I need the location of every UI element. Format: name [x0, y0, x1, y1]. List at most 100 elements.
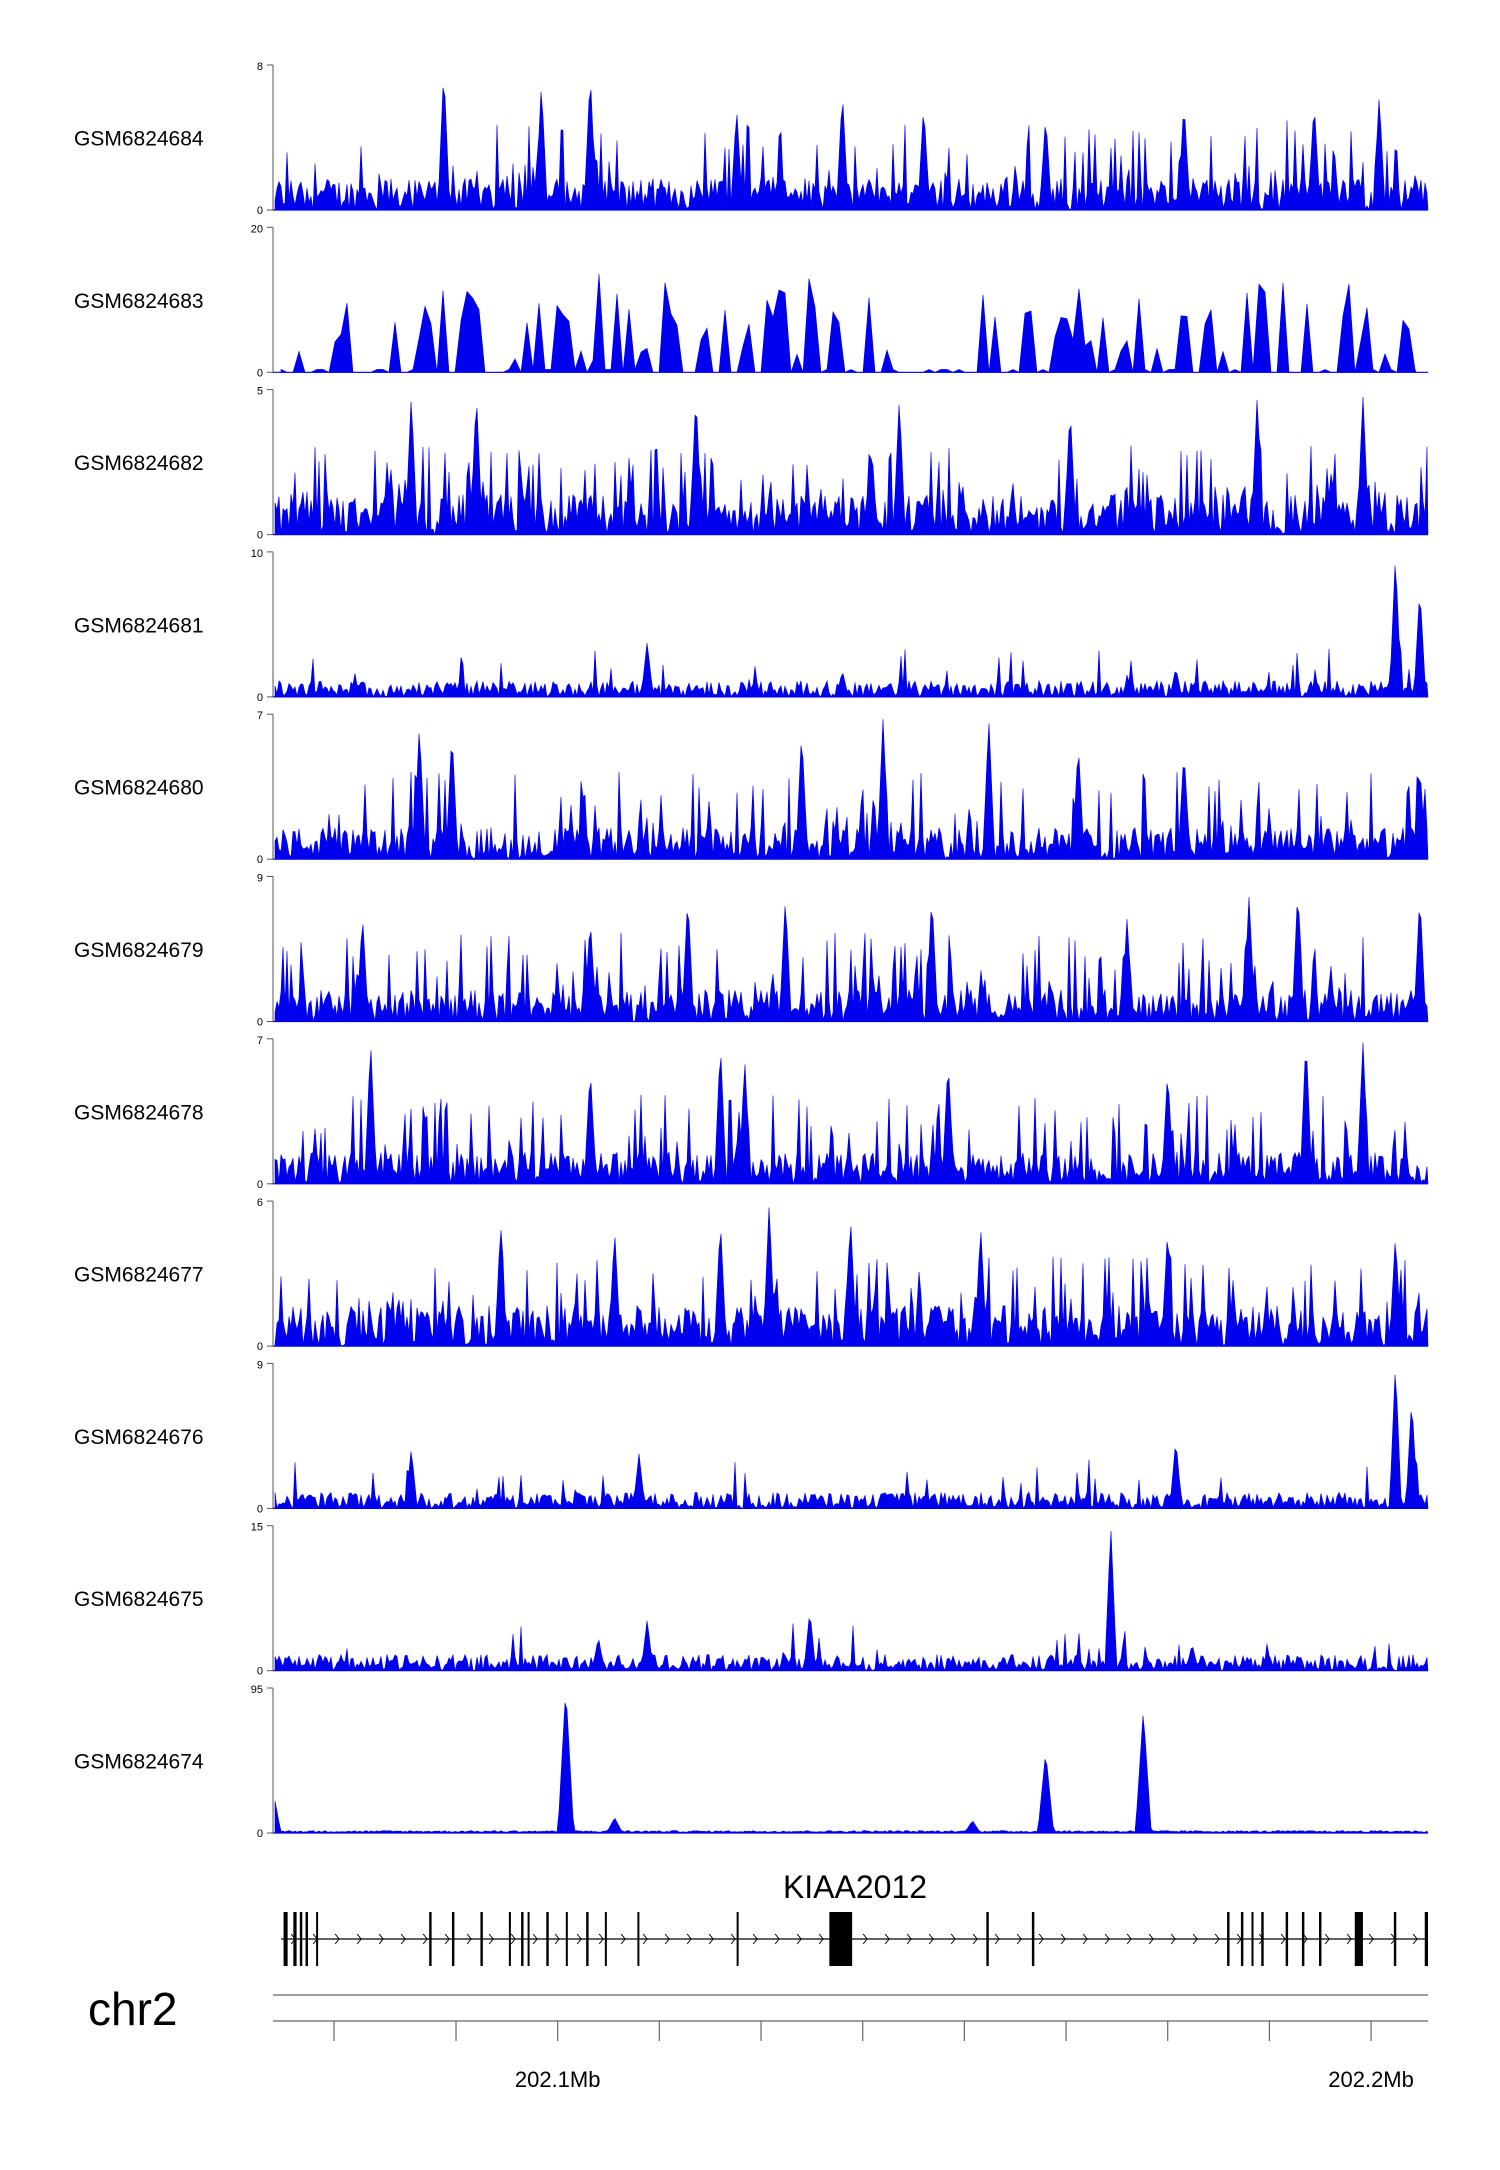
track-label: GSM6824682: [74, 452, 204, 475]
chromosome-label: chr2: [88, 1983, 177, 2035]
exon: [1319, 1912, 1322, 1966]
strand-arrow: [642, 1933, 648, 1945]
track-label: GSM6824684: [74, 128, 204, 151]
exon: [527, 1912, 530, 1966]
y-tick-label: 0: [257, 1017, 263, 1029]
signal-area: [274, 1207, 1429, 1347]
strand-arrow: [796, 1933, 802, 1945]
signal-track: GSM6824678 7 0: [74, 1035, 1429, 1191]
exon: [546, 1912, 549, 1966]
exon: [1424, 1912, 1428, 1966]
strand-arrow: [378, 1933, 384, 1945]
track-label: GSM6824675: [74, 1588, 204, 1611]
exon: [1227, 1912, 1230, 1966]
y-tick-label: 0: [257, 1828, 263, 1840]
exon: [1261, 1912, 1264, 1966]
exon: [1251, 1912, 1254, 1966]
y-tick-label: 0: [257, 1341, 263, 1353]
signal-area: [274, 719, 1429, 860]
signal-area: [274, 896, 1429, 1023]
signal-area: [274, 1374, 1429, 1510]
strand-arrow: [1060, 1933, 1066, 1945]
exon: [604, 1912, 607, 1966]
exon: [1354, 1912, 1363, 1966]
exon: [829, 1912, 853, 1966]
strand-arrow: [906, 1933, 912, 1945]
y-tick-label: 0: [257, 692, 263, 704]
strand-arrow: [400, 1933, 406, 1945]
y-tick-label: 15: [251, 1522, 263, 1534]
strand-arrow: [598, 1933, 604, 1945]
track-label: GSM6824676: [74, 1426, 204, 1449]
y-tick-label: 20: [251, 223, 263, 235]
x-tick-label: 202.1Mb: [515, 2067, 601, 2092]
strand-arrow: [1104, 1933, 1110, 1945]
exon: [1301, 1912, 1305, 1966]
strand-arrow: [620, 1933, 626, 1945]
exon: [283, 1912, 288, 1966]
y-tick-label: 0: [257, 367, 263, 379]
strand-arrow: [444, 1933, 450, 1945]
signal-track: GSM6824683 20 0: [74, 223, 1428, 379]
track-label: GSM6824680: [74, 777, 204, 800]
exon: [293, 1912, 297, 1966]
genome-axis: chr2 202.1Mb 202.2Mb: [88, 1983, 1428, 2092]
exon: [1031, 1912, 1035, 1966]
signal-track: GSM6824675 15 0: [74, 1522, 1429, 1678]
strand-arrow: [356, 1933, 362, 1945]
exon: [986, 1912, 989, 1966]
strand-arrow: [818, 1933, 824, 1945]
exon: [305, 1912, 308, 1966]
strand-arrow: [532, 1933, 538, 1945]
strand-arrow: [1324, 1933, 1330, 1945]
y-tick-label: 0: [257, 854, 263, 866]
exon: [521, 1912, 524, 1966]
strand-arrow: [1082, 1933, 1088, 1945]
strand-arrow: [1170, 1933, 1176, 1945]
exon: [1240, 1912, 1244, 1966]
y-tick-label: 0: [257, 1179, 263, 1191]
track-label: GSM6824683: [74, 290, 204, 313]
strand-arrow: [510, 1933, 516, 1945]
strand-arrow: [928, 1933, 934, 1945]
strand-arrow: [422, 1933, 428, 1945]
strand-arrow: [1302, 1933, 1308, 1945]
exon: [429, 1912, 432, 1966]
exon: [736, 1912, 739, 1966]
y-tick-label: 6: [257, 1197, 263, 1209]
y-tick-label: 0: [257, 1666, 263, 1678]
signal-area: [274, 87, 1429, 211]
exon: [299, 1912, 303, 1966]
y-tick-label: 5: [257, 386, 263, 398]
track-label: GSM6824677: [74, 1264, 204, 1287]
track-label: GSM6824679: [74, 939, 204, 962]
track-label: GSM6824674: [74, 1751, 204, 1774]
signal-track: GSM6824681 10 0: [74, 548, 1429, 704]
strand-arrow: [950, 1933, 956, 1945]
signal-area: [274, 396, 1429, 536]
gene-name-label: KIAA2012: [783, 1869, 927, 1905]
y-tick-label: 9: [257, 1359, 263, 1371]
strand-arrow: [1412, 1933, 1418, 1945]
signal-area: [274, 1530, 1429, 1672]
exon: [316, 1912, 319, 1966]
signal-area: [280, 273, 1417, 374]
y-tick-label: 0: [257, 205, 263, 217]
y-tick-label: 7: [257, 710, 263, 722]
track-label: GSM6824681: [74, 614, 204, 637]
strand-arrow: [1148, 1933, 1154, 1945]
strand-arrow: [334, 1933, 340, 1945]
strand-arrow: [1368, 1933, 1374, 1945]
strand-arrow: [664, 1933, 670, 1945]
signal-area: [274, 1042, 1429, 1185]
y-tick-label: 7: [257, 1035, 263, 1047]
gene-track: KIAA2012: [281, 1869, 1428, 1966]
exon: [586, 1912, 589, 1966]
exon: [565, 1912, 568, 1966]
strand-arrow: [1126, 1933, 1132, 1945]
strand-arrow: [1038, 1933, 1044, 1945]
exon: [1285, 1912, 1289, 1966]
strand-arrow: [730, 1933, 736, 1945]
strand-arrow: [1214, 1933, 1220, 1945]
x-tick-label: 202.2Mb: [1328, 2067, 1414, 2092]
